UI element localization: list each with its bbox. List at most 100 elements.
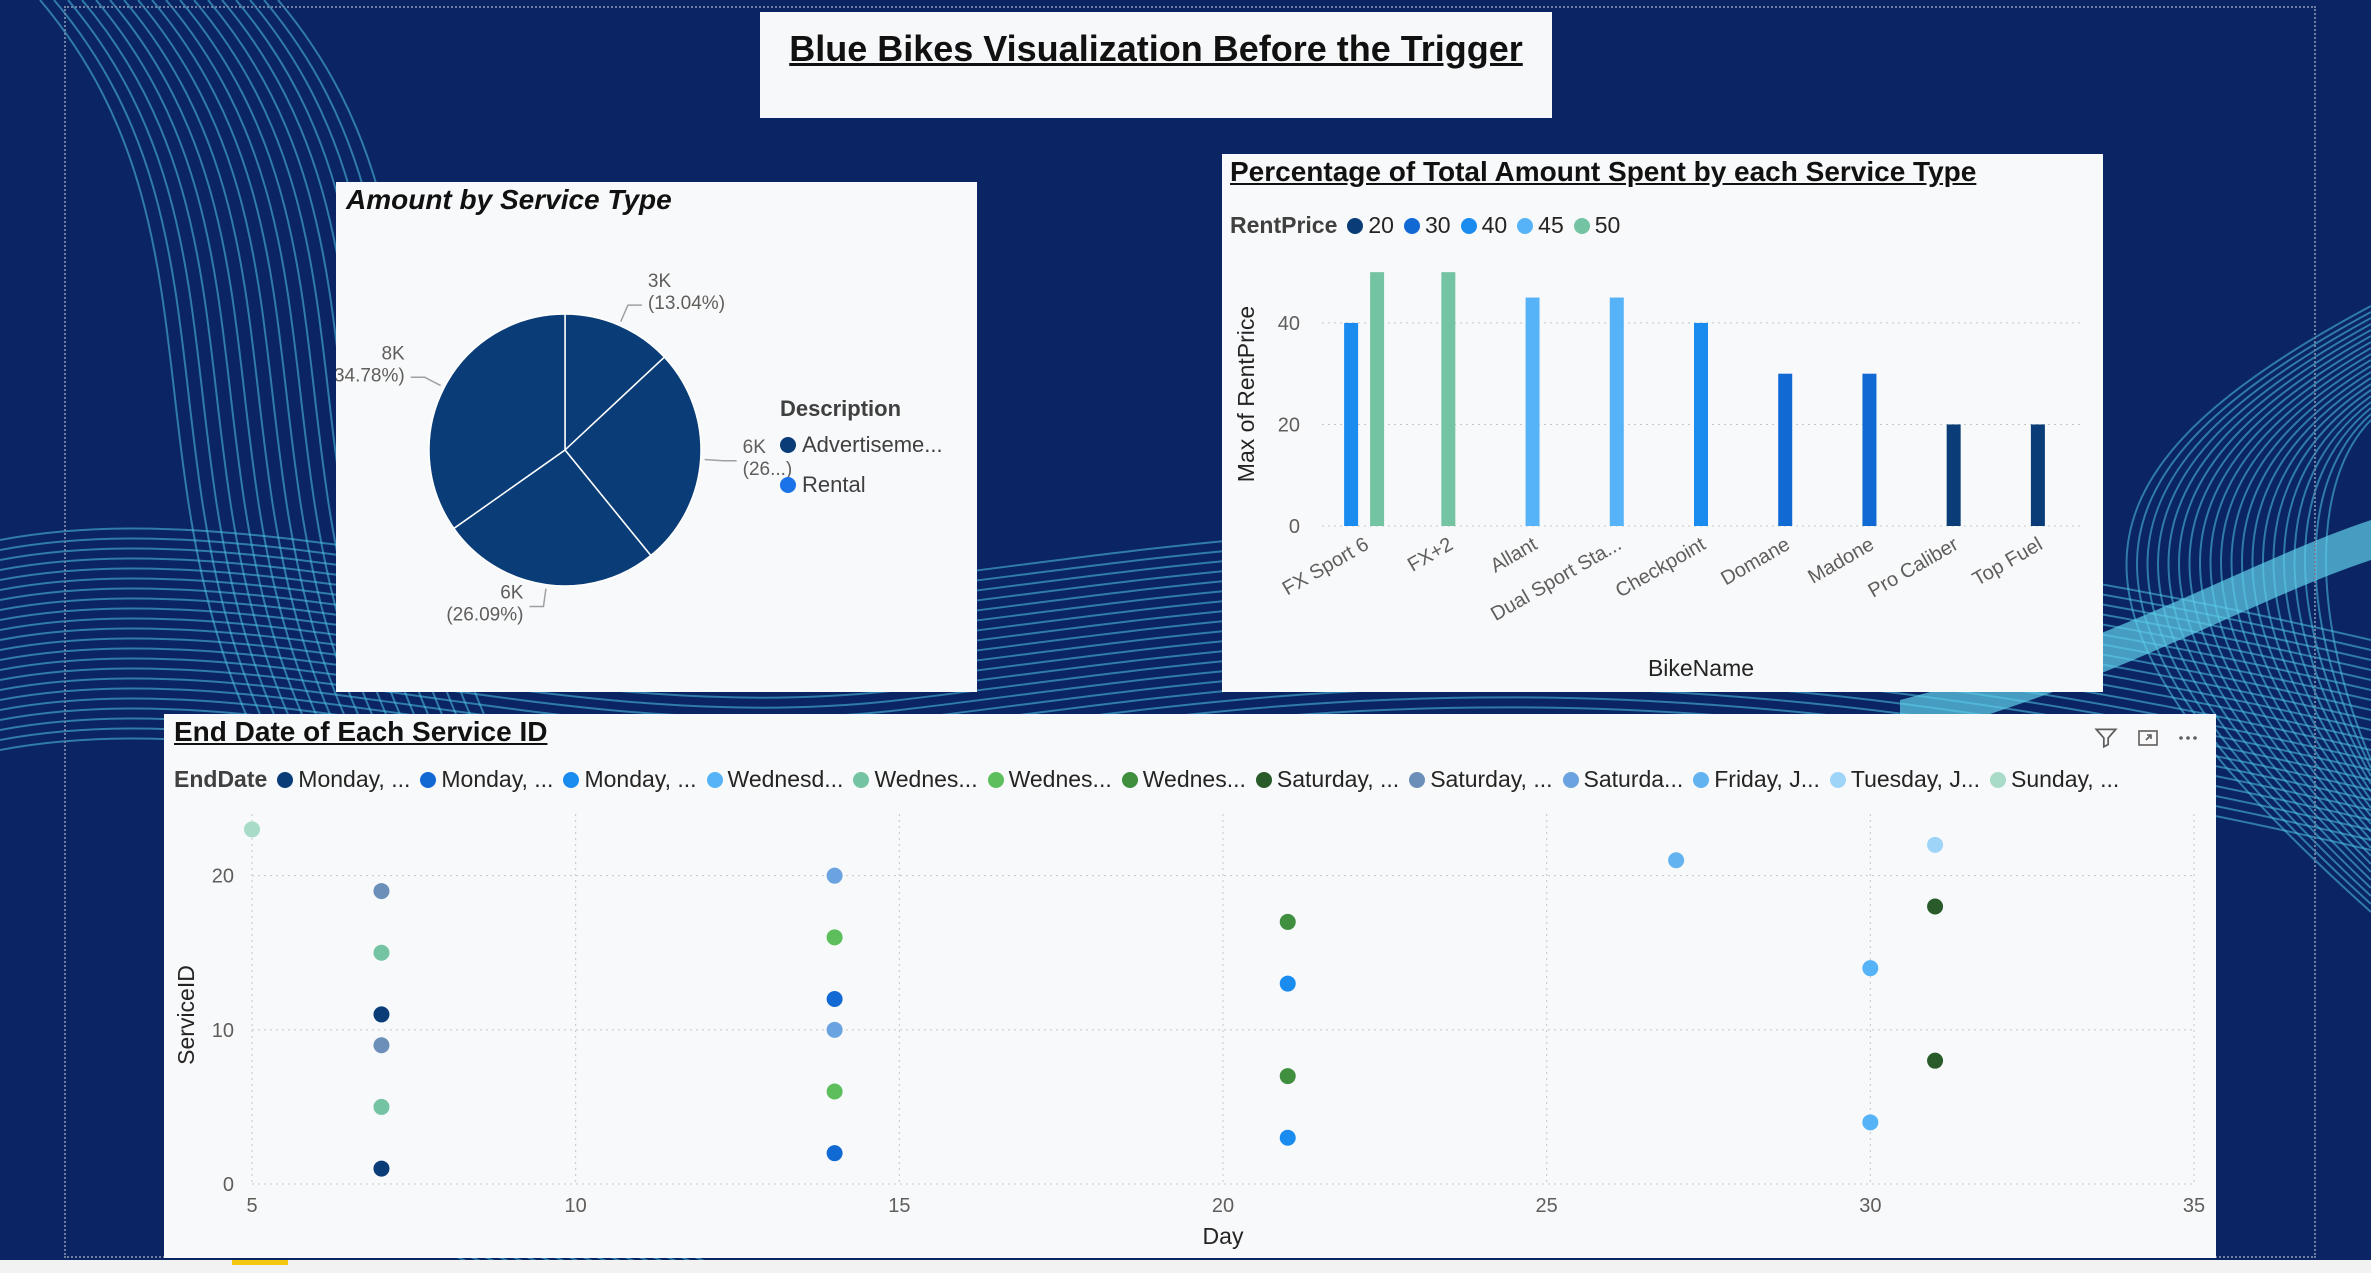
scatter-point[interactable] [1927,1052,1944,1069]
scatter-legend-title: EndDate [174,766,268,792]
bar-x-tick-label: FX Sport 6 [1279,533,1373,600]
scatter-legend-label: Saturda... [1583,766,1684,792]
scatter-point[interactable] [826,1145,843,1162]
scatter-point[interactable] [1862,1114,1879,1131]
scatter-chart: 0 10 20 5 10 15 20 25 30 35 Day ServiceID [173,814,2205,1249]
bar-x-tick-label: Allant [1487,533,1542,577]
scatter-point[interactable] [244,821,260,838]
scatter-legend-item[interactable]: Sunday, ... [1990,766,2119,793]
scatter-point[interactable] [826,929,843,946]
scatter-point[interactable] [1279,975,1296,992]
scatter-point[interactable] [373,1006,390,1023]
scatter-legend-item[interactable]: Saturday, ... [1255,766,1399,793]
bar[interactable] [1441,272,1456,526]
bar-legend-label: 30 [1424,212,1451,238]
bar-y-tick-label: 40 [1278,313,1300,335]
bar[interactable] [1694,322,1708,526]
pie-value-label: 6K [743,437,767,458]
scatter-point[interactable] [1279,1068,1296,1085]
bar[interactable] [1862,373,1877,526]
pie-legend-item[interactable]: Advertiseme... [780,432,943,458]
bar[interactable] [1946,424,1961,526]
legend-dot [1562,771,1579,788]
scatter-x-tick-label: 10 [565,1195,587,1217]
scatter-point[interactable] [373,1098,390,1115]
focus-mode-icon[interactable] [2132,722,2164,754]
scatter-legend-label: Wednesd... [727,766,844,792]
bar-x-tick-label: Top Fuel [1969,533,2046,590]
pie-slice[interactable] [452,448,652,587]
scatter-point[interactable] [826,1021,843,1038]
scatter-point[interactable] [373,1160,390,1177]
scatter-point[interactable] [826,991,843,1007]
pie-legend-item[interactable]: Rental [780,472,943,498]
bar[interactable] [1525,297,1540,526]
scatter-point[interactable] [1927,898,1944,915]
bar[interactable] [1370,272,1385,526]
legend-dot [563,771,580,788]
scatter-legend-item[interactable]: Tuesday, J... [1829,766,1980,793]
pie-slice[interactable] [563,356,702,557]
pie-chart: 3K(13.04%)6K(26...)6K(26.09%)8K(34.78%) [336,271,792,625]
bar-chart-card[interactable]: Percentage of Total Amount Spent by each… [1222,154,2103,692]
bar[interactable] [1609,297,1624,526]
scatter-point[interactable] [1279,913,1296,930]
bar-x-tick-label: Checkpoint [1612,533,1710,602]
pie-legend-label: Rental [802,472,866,497]
scatter-legend-item[interactable]: Wednes... [853,766,978,793]
scatter-chart-title: End Date of Each Service ID [174,716,548,747]
legend-dot [853,771,870,788]
pie-legend-label: Advertiseme... [802,432,943,457]
bar[interactable] [1344,322,1359,526]
scatter-point[interactable] [373,944,390,961]
scatter-x-axis-label: Day [1203,1223,1244,1249]
scatter-point[interactable] [1927,836,1944,853]
bar[interactable] [1778,373,1793,526]
page-tab-strip [0,1260,2371,1273]
scatter-point[interactable] [826,1083,843,1100]
filter-icon[interactable] [2090,722,2122,754]
pie-chart-card[interactable]: Amount by Service Type 3K (13.04%) 6K (26..… [336,182,977,692]
scatter-legend-item[interactable]: Wednes... [1121,766,1246,793]
scatter-legend-item[interactable]: Monday, ... [277,766,410,793]
bar-legend-item[interactable]: 45 [1517,212,1564,239]
bar-legend-item[interactable]: 30 [1403,212,1451,239]
scatter-legend-item[interactable]: Saturday, ... [1409,766,1553,793]
scatter-legend-item[interactable]: Monday, ... [420,766,553,793]
legend-dot [1573,217,1590,234]
legend-dot [1255,771,1272,788]
scatter-legend-item[interactable]: Wednesd... [706,766,844,793]
scatter-point[interactable] [373,883,390,900]
scatter-legend-item[interactable]: Friday, J... [1693,766,1820,793]
bar-legend-item[interactable]: 50 [1573,212,1620,239]
scatter-legend-item[interactable]: Saturda... [1562,766,1684,793]
scatter-legend-item[interactable]: Monday, ... [563,766,697,793]
more-options-icon[interactable] [2172,722,2204,754]
scatter-point[interactable] [1279,1129,1296,1146]
scatter-legend-label: Friday, J... [1714,766,1820,792]
pie-slice[interactable] [564,313,666,452]
pie-slice[interactable] [428,313,566,530]
pie-chart-title: Amount by Service Type [346,184,672,215]
bar-legend-title: RentPrice [1230,212,1338,238]
bar-legend-item[interactable]: 40 [1460,212,1507,239]
scatter-point[interactable] [373,1037,390,1054]
bar-legend-item[interactable]: 20 [1347,212,1394,239]
bar[interactable] [2030,424,2045,526]
scatter-chart-card[interactable]: End Date of Each Service ID EndDate Monda… [164,714,2216,1258]
legend-dot [1409,771,1426,788]
legend-dot [1460,217,1477,234]
scatter-y-tick-label: 20 [212,866,234,888]
scatter-point[interactable] [1668,852,1685,869]
scatter-point[interactable] [1862,960,1879,977]
scatter-legend-label: Sunday, ... [2011,766,2120,792]
legend-dot [706,771,723,788]
legend-dot [277,771,294,788]
scatter-point[interactable] [826,867,843,884]
scatter-legend-item[interactable]: Wednes... [987,766,1112,793]
legend-dot [1829,771,1846,788]
legend-dot [780,477,796,493]
bar-y-tick-label: 20 [1278,414,1300,436]
active-page-tab[interactable] [232,1260,288,1265]
